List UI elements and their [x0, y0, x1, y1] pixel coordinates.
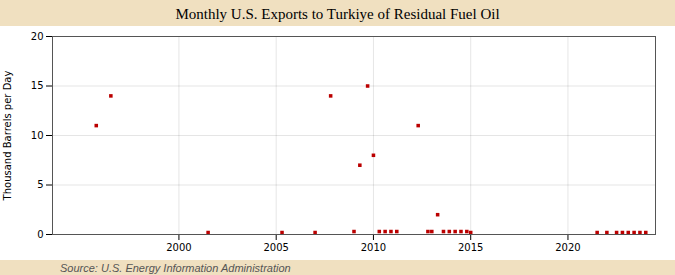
svg-text:2015: 2015	[458, 242, 483, 253]
svg-text:2010: 2010	[361, 242, 386, 253]
svg-text:0: 0	[37, 229, 43, 240]
svg-text:20: 20	[31, 31, 44, 42]
svg-text:Thousand Barrels per Day: Thousand Barrels per Day	[2, 71, 13, 202]
html-text:Monthly U.S. Exports to Turkiy: Monthly U.S. Exports to Turkiye of Resid…	[175, 6, 500, 22]
html-text:Source: U.S. Energy Informatio: Source: U.S. Energy Information Administ…	[60, 262, 291, 274]
svg-text:5: 5	[37, 179, 43, 190]
svg-text:15: 15	[31, 80, 44, 91]
svg-text:2005: 2005	[263, 242, 288, 253]
svg-text:10: 10	[31, 130, 44, 141]
svg-text:2020: 2020	[555, 242, 580, 253]
svg-text:2000: 2000	[166, 242, 191, 253]
